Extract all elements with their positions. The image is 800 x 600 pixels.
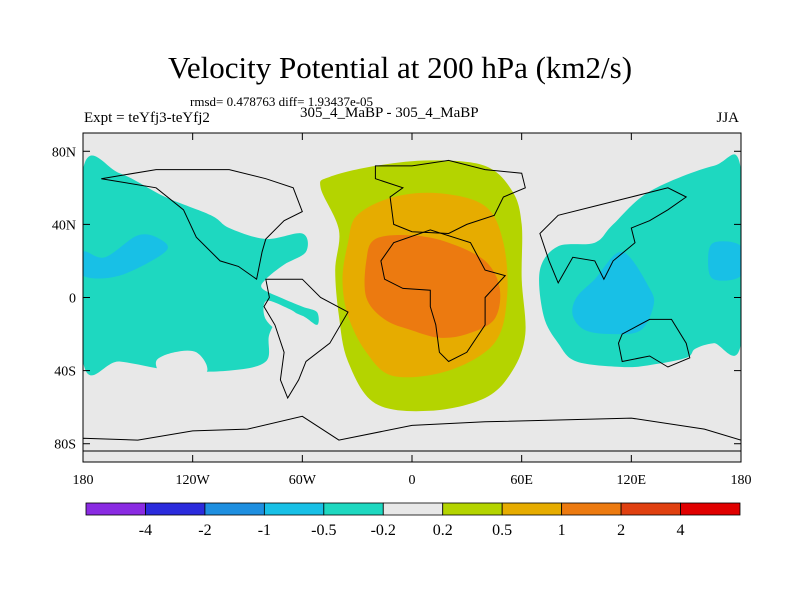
colorbar-swatch bbox=[442, 502, 503, 516]
stats-text: rmsd= 0.478763 diff= 1.93437e-05 bbox=[190, 94, 374, 109]
y-tick-label: 80N bbox=[52, 145, 76, 160]
colorbar-label: 4 bbox=[677, 522, 685, 539]
colorbar: -4 -2 -1 -0.5 -0.2 0.2 0.5 1 2 4 bbox=[85, 502, 741, 539]
colorbar-label: 2 bbox=[617, 522, 625, 539]
colorbar-swatch bbox=[620, 502, 681, 516]
colorbar-label: -1 bbox=[258, 522, 271, 539]
colorbar-label: -0.5 bbox=[311, 522, 336, 539]
contour-region-negative-dateline-core bbox=[708, 241, 741, 281]
x-tick-label: 60E bbox=[510, 473, 533, 488]
x-axis: 180 120W 60W 0 60E 120E 180 bbox=[73, 133, 752, 488]
y-tick-label: 40S bbox=[54, 365, 76, 380]
contour-region-weak-eastern-pacific bbox=[155, 350, 208, 386]
x-tick-label: 60W bbox=[289, 473, 317, 488]
coastline-6 bbox=[83, 415, 741, 452]
x-tick-label: 180 bbox=[73, 473, 94, 488]
colorbar-swatch bbox=[145, 502, 206, 516]
colorbar-swatch bbox=[85, 502, 146, 516]
colorbar-swatch bbox=[323, 502, 384, 516]
season-label: JJA bbox=[716, 110, 739, 126]
x-tick-label: 180 bbox=[731, 473, 752, 488]
contour-region-negative-west bbox=[83, 155, 319, 376]
x-tick-label: 120E bbox=[617, 473, 647, 488]
x-tick-label: 0 bbox=[409, 473, 416, 488]
case-label: 305_4_MaBP - 305_4_MaBP bbox=[300, 105, 479, 121]
contour-fill-layer bbox=[83, 154, 741, 412]
coastline-4 bbox=[539, 187, 688, 285]
colorbar-label: -4 bbox=[139, 522, 152, 539]
coastline-7 bbox=[101, 169, 303, 281]
colorbar-label: 0.2 bbox=[433, 522, 453, 539]
colorbar-swatch bbox=[680, 502, 741, 516]
coastline-5 bbox=[617, 318, 691, 368]
contour-region-negative-east-core bbox=[572, 251, 655, 335]
colorbar-label: -0.2 bbox=[371, 522, 396, 539]
y-tick-label: 80S bbox=[54, 438, 76, 453]
colorbar-swatch bbox=[204, 502, 265, 516]
colorbar-swatch bbox=[501, 502, 563, 516]
coastline-1 bbox=[374, 159, 526, 235]
colorbar-swatch bbox=[382, 502, 444, 516]
colorbar-label: -2 bbox=[198, 522, 211, 539]
colorbar-swatch bbox=[561, 502, 622, 516]
y-tick-label: 40N bbox=[52, 218, 76, 233]
contour-region-weak-atlantic bbox=[263, 300, 307, 337]
colorbar-label: 0.5 bbox=[492, 522, 512, 539]
chart-title: Velocity Potential at 200 hPa (km2/s) bbox=[167, 50, 633, 85]
y-tick-label: 0 bbox=[69, 292, 76, 307]
y-axis: 80N 40N 0 40S 80S bbox=[52, 145, 741, 453]
coastline-3 bbox=[263, 278, 349, 400]
coastline-2 bbox=[380, 229, 507, 363]
colorbar-swatch bbox=[263, 502, 325, 516]
contour-region-negative-west-core bbox=[83, 234, 168, 279]
x-tick-label: 120W bbox=[176, 473, 211, 488]
experiment-label: Expt = teYfj3-teYfj2 bbox=[84, 110, 210, 126]
contour-region-positive-1-2 bbox=[364, 235, 501, 338]
coastline-layer bbox=[83, 159, 741, 452]
colorbar-label: 1 bbox=[558, 522, 566, 539]
